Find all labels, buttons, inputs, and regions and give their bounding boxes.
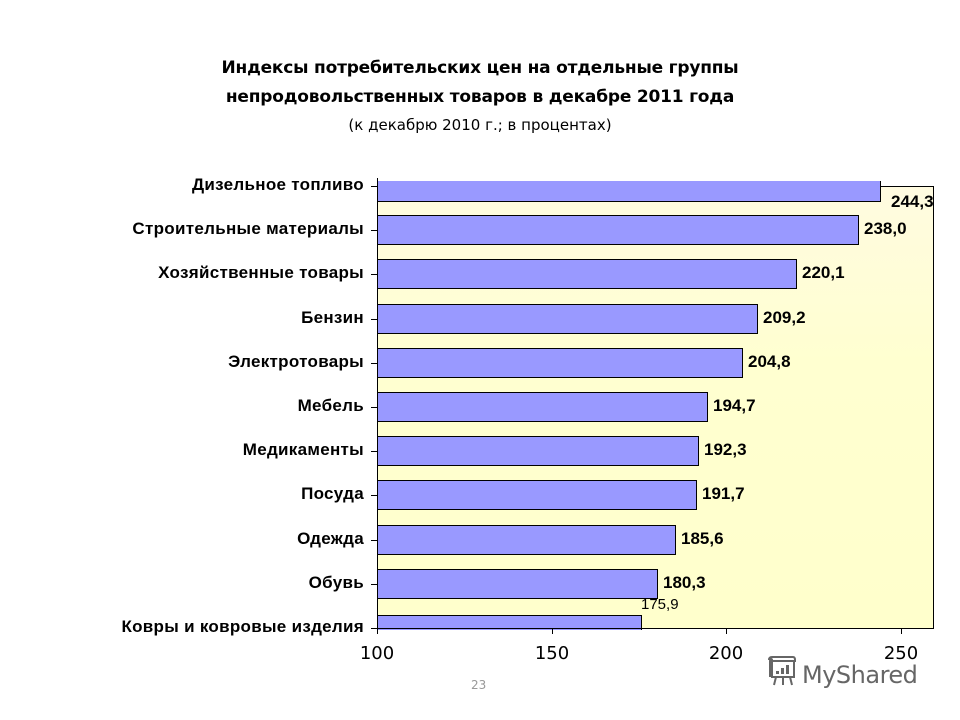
bar-value-label: 191,7 [702, 484, 745, 504]
category-label: Бензин [301, 307, 364, 327]
bar [378, 347, 743, 378]
bar-value-label: 175,9 [641, 596, 679, 613]
x-tick [901, 628, 902, 634]
y-tick [371, 495, 377, 497]
bar-value-label: 244,3 [891, 192, 934, 211]
bar [378, 303, 758, 334]
watermark: MyShared [766, 656, 918, 693]
y-tick [371, 407, 377, 408]
y-tick [371, 362, 377, 364]
y-tick [371, 274, 377, 276]
bar-value-label: 180,3 [663, 572, 706, 592]
bar [378, 215, 859, 246]
category-label: Хозяйственные товары [158, 263, 364, 283]
y-tick [371, 628, 377, 629]
bar [378, 615, 642, 630]
bar [378, 259, 797, 290]
bar-value-label: 209,2 [763, 307, 806, 327]
watermark-text: MyShared [802, 660, 918, 689]
y-axis-line [377, 178, 378, 629]
x-tick-label: 250 [883, 643, 919, 664]
chart-subtitle: (к декабрю 2010 г.; в процентах) [348, 116, 612, 134]
bar-value-label: 220,1 [802, 263, 845, 283]
category-label: Дизельное топливо [191, 175, 364, 194]
y-tick [371, 583, 377, 585]
category-label: Обувь [308, 572, 364, 592]
y-tick [371, 186, 377, 187]
bar [378, 480, 697, 511]
x-axis-line [377, 628, 934, 629]
bar [378, 392, 708, 422]
bar-value-label: 192,3 [704, 440, 747, 460]
bar-value-label: 185,6 [681, 528, 724, 548]
x-tick [377, 628, 378, 634]
y-tick [371, 451, 377, 453]
presentation-board-icon [766, 656, 796, 693]
category-label: Ковры и ковровые изделия [121, 617, 364, 636]
x-tick [552, 628, 553, 634]
bar-value-label: 194,7 [713, 396, 756, 415]
category-label: Медикаменты [242, 440, 364, 460]
chart-title-line-2: непродовольственных товаров в декабре 20… [225, 87, 735, 107]
x-tick-label: 150 [534, 643, 570, 664]
bar [378, 524, 676, 555]
chart-title-line-1: Индексы потребительских цен на отдельные… [221, 58, 739, 78]
x-tick [726, 628, 727, 634]
category-label: Строительные материалы [132, 219, 364, 239]
category-label: Одежда [297, 528, 364, 548]
y-tick [371, 318, 377, 320]
bar-value-label: 238,0 [864, 219, 907, 239]
bar [378, 568, 658, 599]
bar [378, 181, 881, 202]
category-label: Электротовары [228, 351, 364, 371]
x-tick-label: 200 [708, 643, 744, 664]
bar [378, 436, 699, 467]
page-number: 23 [471, 678, 487, 692]
x-tick-label: 100 [359, 643, 395, 664]
y-tick [371, 539, 377, 541]
bar-value-label: 204,8 [748, 351, 791, 371]
category-label: Посуда [301, 484, 364, 504]
category-label: Мебель [297, 396, 364, 415]
y-tick [371, 230, 377, 232]
